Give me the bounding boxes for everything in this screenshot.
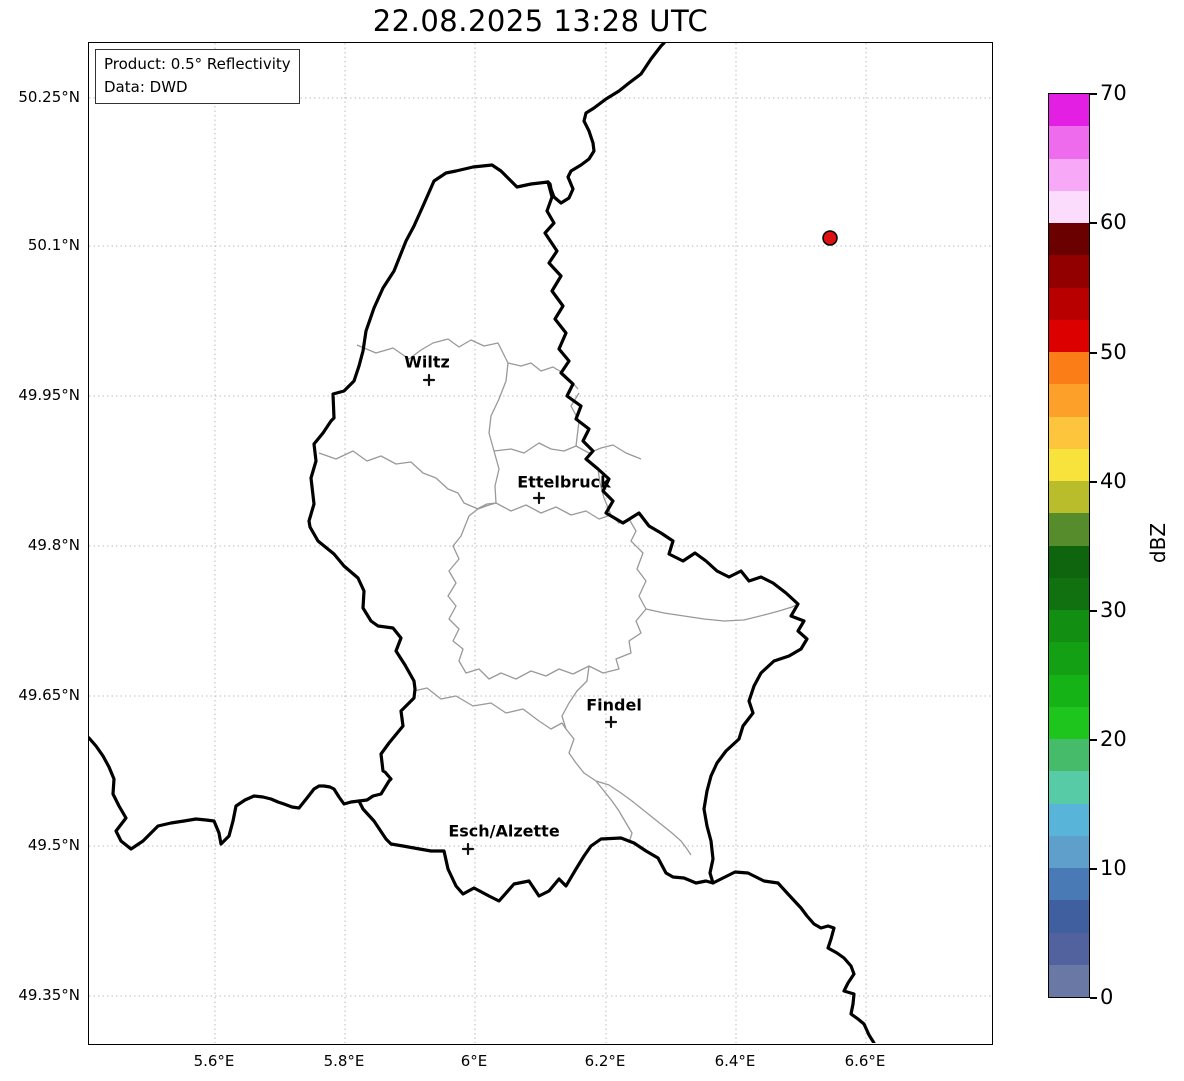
- colorbar-segment: [1049, 255, 1089, 288]
- city-marker-esch: [461, 842, 475, 856]
- colorbar-segment: [1049, 964, 1089, 997]
- colorbar-segment: [1049, 158, 1089, 191]
- colorbar-segment: [1049, 545, 1089, 578]
- country-border-france-germany: [711, 870, 876, 1043]
- x-tick-label: 6.6°E: [844, 1052, 886, 1070]
- radar-location-marker: [822, 230, 838, 246]
- colorbar-tick: [1090, 352, 1097, 354]
- colorbar-segment: [1049, 352, 1089, 385]
- country-border-luxembourg: [307, 163, 809, 903]
- colorbar-tick-label: 50: [1100, 340, 1127, 364]
- colorbar-segment: [1049, 610, 1089, 643]
- colorbar-segment: [1049, 94, 1089, 127]
- colorbar-segment: [1049, 771, 1089, 804]
- colorbar-tick-label: 30: [1100, 598, 1127, 622]
- y-tick-label: 50.25°N: [18, 88, 80, 106]
- colorbar-segment: [1049, 416, 1089, 449]
- colorbar-segment: [1049, 481, 1089, 514]
- city-label-esch: Esch/Alzette: [448, 821, 560, 841]
- city-marker-wiltz: [422, 373, 436, 387]
- colorbar-tick: [1090, 868, 1097, 870]
- colorbar-segment: [1049, 932, 1089, 965]
- city-label-wiltz: Wiltz: [404, 352, 450, 372]
- info-box-source: Data: DWD: [104, 78, 188, 96]
- colorbar-segment: [1049, 287, 1089, 320]
- colorbar-segment: [1049, 803, 1089, 836]
- colorbar-segment: [1049, 319, 1089, 352]
- y-tick-label: 49.5°N: [27, 836, 80, 854]
- x-tick-label: 6.4°E: [714, 1052, 756, 1070]
- colorbar-tick-label: 0: [1100, 985, 1114, 1009]
- info-box-product: Product: 0.5° Reflectivity: [104, 55, 291, 73]
- colorbar-tick-label: 40: [1100, 469, 1127, 493]
- colorbar-tick: [1090, 93, 1097, 95]
- colorbar-segment: [1049, 384, 1089, 417]
- colorbar-segment: [1049, 674, 1089, 707]
- city-marker-findel: [604, 715, 618, 729]
- x-tick-label: 6°E: [460, 1052, 488, 1070]
- colorbar-tick: [1090, 481, 1097, 483]
- country-border-belgium-germany: [546, 43, 666, 205]
- city-label-findel: Findel: [586, 695, 642, 715]
- colorbar-tick: [1090, 739, 1097, 741]
- x-tick-label: 6.2°E: [584, 1052, 626, 1070]
- y-tick-label: 49.8°N: [27, 536, 80, 554]
- colorbar-segment: [1049, 577, 1089, 610]
- colorbar-segment: [1049, 868, 1089, 901]
- colorbar-tick-label: 10: [1100, 856, 1127, 880]
- colorbar-gradient: [1048, 93, 1090, 998]
- colorbar-segment: [1049, 706, 1089, 739]
- city-label-ettelbruck: Ettelbruck: [517, 472, 611, 492]
- colorbar-tick: [1090, 997, 1097, 999]
- colorbar-segment: [1049, 448, 1089, 481]
- colorbar-unit-label: dBZ: [1146, 522, 1170, 564]
- colorbar-segment: [1049, 190, 1089, 223]
- colorbar-segment: [1049, 513, 1089, 546]
- city-markers: [422, 373, 618, 856]
- colorbar-segment: [1049, 835, 1089, 868]
- info-box: Product: 0.5° Reflectivity Data: DWD: [95, 49, 300, 104]
- figure-title: 22.08.2025 13:28 UTC: [372, 4, 709, 38]
- graticule-grid: [89, 43, 991, 1043]
- y-tick-label: 49.65°N: [18, 686, 80, 704]
- colorbar-tick: [1090, 610, 1097, 612]
- colorbar-segment: [1049, 739, 1089, 772]
- colorbar-segment: [1049, 900, 1089, 933]
- colorbar-segment: [1049, 642, 1089, 675]
- y-tick-label: 50.1°N: [27, 236, 80, 254]
- y-tick-label: 49.35°N: [18, 986, 80, 1004]
- map-plot-area: Product: 0.5° Reflectivity Data: DWD Wil…: [88, 42, 993, 1045]
- district-borders: [318, 338, 799, 856]
- map-canvas: [89, 43, 991, 1043]
- y-tick-label: 49.95°N: [18, 386, 80, 404]
- x-tick-label: 5.6°E: [193, 1052, 235, 1070]
- x-tick-label: 5.8°E: [323, 1052, 365, 1070]
- colorbar-tick-label: 20: [1100, 727, 1127, 751]
- colorbar-segment: [1049, 223, 1089, 256]
- colorbar-tick-label: 60: [1100, 210, 1127, 234]
- city-marker-ettelbruck: [532, 491, 546, 505]
- colorbar-tick: [1090, 222, 1097, 224]
- colorbar-segment: [1049, 126, 1089, 159]
- colorbar-tick-label: 70: [1100, 81, 1127, 105]
- country-border-france-belgium: [89, 736, 361, 851]
